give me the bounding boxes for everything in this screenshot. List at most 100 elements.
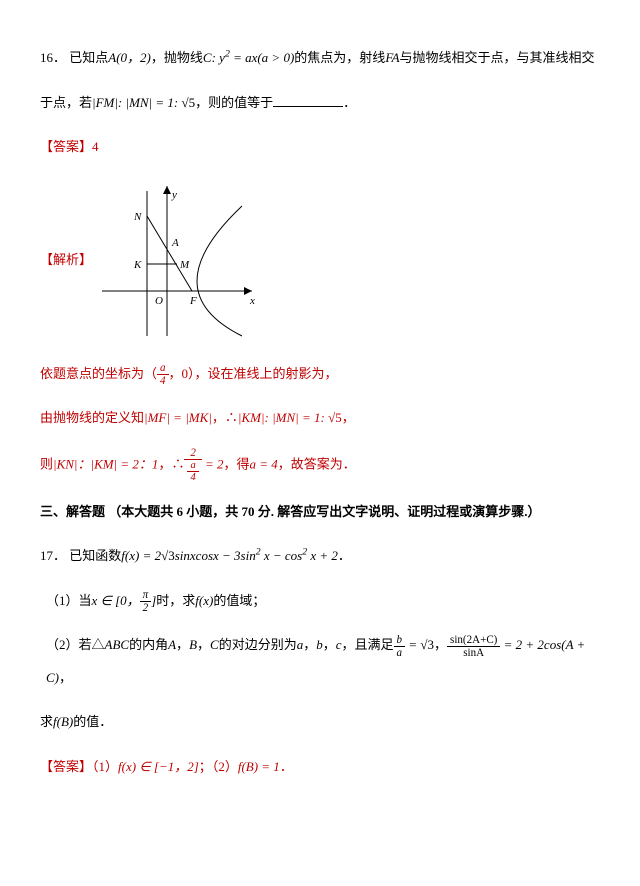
q16-explain-row: 【解析】 y x N A K M O F [40, 176, 600, 346]
t: A(0，2) [108, 50, 151, 65]
t: ，且满足 [342, 637, 394, 652]
blank [273, 106, 343, 107]
root5: √5 [182, 95, 196, 110]
t: B [189, 637, 197, 652]
parabola-diagram: y x N A K M O F [92, 176, 262, 346]
t: C: y [203, 50, 225, 65]
lbl-M: M [179, 259, 190, 271]
t: ，0），设在准线上的射影为， [169, 366, 338, 381]
t: b [394, 634, 406, 647]
q16-body3: 则|KN|：|KM| = 2：1，∴2a4 = 2，得a = 4，故答案为． [40, 447, 600, 484]
t: 时，求 [156, 593, 195, 608]
t: f(B) = 1 [238, 759, 280, 774]
t: （1）当 [46, 593, 92, 608]
t: （1） [92, 759, 118, 774]
t: 的内角 [129, 637, 168, 652]
q17-part2: （2）若△ABC的内角A，B，C的对边分别为a，b，c，且满足ba = √3，s… [40, 629, 600, 694]
t: = 2 [202, 456, 224, 471]
t: |FM|: |MN| = 1: [92, 95, 182, 110]
lbl-A: A [171, 237, 179, 249]
t: （2） [212, 759, 238, 774]
t: ，得 [223, 456, 249, 471]
q16-number: 16． [40, 50, 66, 65]
t: 则 [40, 456, 53, 471]
t: 的值． [73, 714, 112, 729]
q17-part3: 求f(B)的值． [40, 706, 600, 739]
t: a [157, 362, 169, 375]
t: 已知点 [69, 50, 108, 65]
t: = ax(a > 0) [230, 50, 294, 65]
t: ； [199, 759, 212, 774]
answer-label: 【答案】 [40, 759, 92, 774]
t: 的值域； [213, 593, 265, 608]
t: ， [197, 637, 210, 652]
t: ，故答案为． [278, 456, 356, 471]
t: f(B) [53, 714, 73, 729]
lbl-O: O [155, 295, 163, 307]
q17-stem: 17． 已知函数f(x) = 2√3sinxcosx − 3sin2 x − c… [40, 540, 600, 573]
t: 依题意点的坐标为（ [40, 366, 157, 381]
t: |MF| = |MK| [144, 410, 212, 425]
lbl-K: K [133, 259, 142, 271]
t: ， [323, 637, 336, 652]
q16-body1: 依题意点的坐标为（a4，0），设在准线上的射影为， [40, 358, 600, 391]
t: ． [338, 548, 351, 563]
t: ，则的值等于 [195, 95, 273, 110]
t: ． [343, 95, 356, 110]
t: x ∈ [0， [92, 593, 140, 608]
answer-value: 4 [92, 139, 99, 154]
t: ， [59, 670, 72, 685]
t: ，∴ [158, 456, 184, 471]
t: ， [303, 637, 316, 652]
t: FA [385, 50, 399, 65]
t: 于点，若 [40, 95, 92, 110]
q17-answer: 【答案】（1）f(x) ∈ [−1，2]；（2）f(B) = 1． [40, 751, 600, 784]
lbl-x: x [249, 295, 255, 307]
t: ， [434, 637, 447, 652]
answer-label: 【答案】 [40, 139, 92, 154]
t: √3 [161, 548, 175, 563]
t: = [405, 637, 420, 652]
q17-number: 17． [40, 548, 66, 563]
t: （2）若△ [46, 637, 105, 652]
t: ． [280, 759, 293, 774]
t: 2 [140, 602, 152, 614]
t: sin(2A+C) [447, 634, 500, 647]
t: A [168, 637, 176, 652]
t: f(x) = 2 [121, 548, 161, 563]
q16-answer: 【答案】4 [40, 131, 600, 164]
t: ，抛物线 [151, 50, 203, 65]
lbl-y: y [171, 189, 177, 201]
q16-stem: 16． 已知点A(0，2)，抛物线C: y2 = ax(a > 0)的焦点为，射… [40, 42, 600, 75]
explain-label: 【解析】 [40, 244, 92, 277]
t: 已知函数 [69, 548, 121, 563]
t: |KM|: |MN| = 1: [238, 410, 328, 425]
t: √3 [420, 637, 434, 652]
q17-part1: （1）当x ∈ [0，π2]时，求f(x)的值域； [40, 585, 600, 618]
t: 4 [157, 375, 169, 387]
q16-body2: 由抛物线的定义知|MF| = |MK|，∴|KM|: |MN| = 1: √5， [40, 402, 600, 435]
t: ，∴ [212, 410, 238, 425]
t: ABC [105, 637, 130, 652]
q16-stem-2: 于点，若|FM|: |MN| = 1: √5，则的值等于 ． [40, 87, 600, 120]
t: f(x) ∈ [−1，2] [118, 759, 199, 774]
t: π [140, 589, 152, 602]
t: C [210, 637, 219, 652]
t: x + 2 [307, 548, 338, 563]
lbl-F: F [189, 295, 197, 307]
t: ， [176, 637, 189, 652]
lbl-N: N [133, 211, 142, 223]
t: ， [342, 410, 355, 425]
t: 求 [40, 714, 53, 729]
section-header: 三、解答题 （本大题共 6 小题，共 70 分. 解答应写出文字说明、证明过程或… [40, 496, 600, 529]
t: a [394, 647, 406, 659]
t: x − cos [261, 548, 303, 563]
t: |KN|：|KM| = 2：1 [53, 456, 158, 471]
t: f(x) [195, 593, 213, 608]
t: 4 [187, 472, 198, 484]
t: 与抛物线相交于点，与其准线相交 [400, 50, 595, 65]
t: a = 4 [250, 456, 278, 471]
t: sinxcosx − 3sin [175, 548, 256, 563]
t: sinA [447, 647, 500, 659]
t: 由抛物线的定义知 [40, 410, 144, 425]
